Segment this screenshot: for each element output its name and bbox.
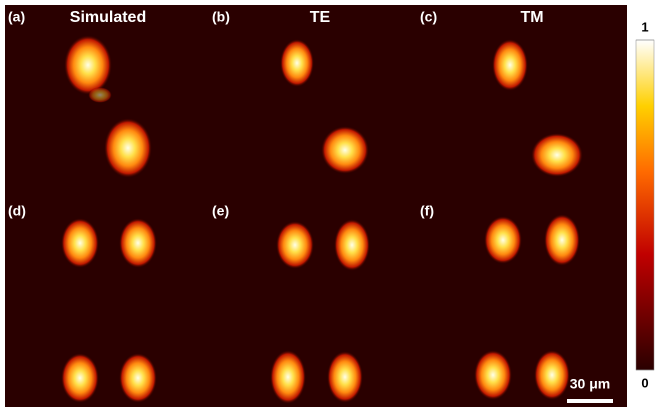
panel-label: (b)	[212, 9, 230, 25]
scale-bar-label: 30 μm	[570, 376, 610, 392]
colorbar	[636, 40, 654, 370]
panel-title: Simulated	[70, 9, 146, 26]
panel-title: TM	[520, 9, 543, 26]
panel-label: (d)	[8, 203, 26, 219]
panel-label: (f)	[420, 203, 434, 219]
panel-label: (c)	[420, 9, 437, 25]
colorbar-tick-label: 1	[641, 19, 648, 34]
panel-label: (a)	[8, 9, 25, 25]
panel-title: TE	[310, 9, 331, 26]
panel-label: (e)	[212, 203, 229, 219]
colorbar-tick-label: 0	[641, 375, 648, 390]
figure: 30 μm (a) Simulated (b) TE (c) TM (d) (e) (f) 0 1	[0, 0, 657, 411]
